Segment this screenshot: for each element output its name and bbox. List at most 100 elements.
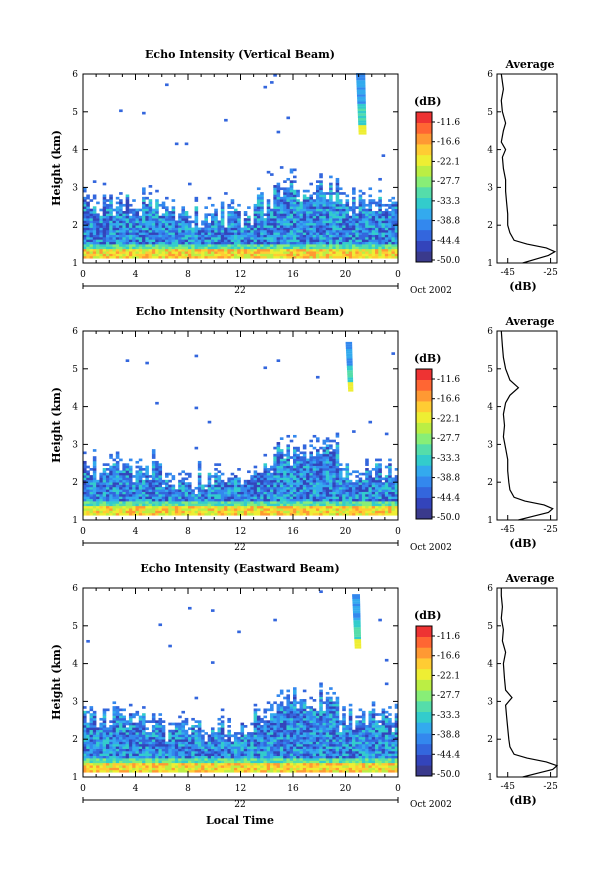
heat-cell: [227, 204, 231, 207]
heat-cell: [83, 232, 87, 235]
heat-cell: [172, 496, 176, 499]
heat-cell: [316, 496, 320, 499]
heat-cell: [382, 216, 386, 219]
heat-cell: [165, 254, 169, 257]
heat-cell: [172, 246, 176, 249]
heat-cell: [162, 487, 166, 490]
heat-cell: [103, 199, 107, 202]
heat-cell: [168, 237, 172, 240]
heat-cell: [126, 249, 130, 252]
heat-cell: [270, 499, 274, 502]
heat-cell: [286, 485, 290, 488]
heat-cell: [122, 508, 126, 511]
heat-cell: [86, 211, 90, 214]
heat-cell: [99, 218, 103, 221]
heat-cell: [385, 242, 389, 245]
heat-cell: [106, 473, 110, 476]
heat-cell: [336, 256, 340, 259]
heat-cell: [145, 506, 149, 509]
heat-cell: [214, 211, 218, 214]
heat-cell: [359, 487, 363, 490]
heat-cell: [273, 223, 277, 226]
heat-cell: [208, 249, 212, 252]
heat-cell: [342, 485, 346, 488]
heat-cell: [270, 513, 274, 516]
heat-cell: [352, 430, 356, 433]
heatmap-area: [83, 590, 398, 772]
heat-cell: [270, 489, 274, 492]
heat-cell: [277, 482, 281, 485]
heat-cell: [309, 202, 313, 205]
heat-cell: [254, 228, 258, 231]
heat-cell: [201, 232, 205, 235]
heat-cell: [352, 230, 356, 233]
colorbar-label: -22.1: [437, 414, 460, 424]
heat-cell: [300, 232, 304, 235]
heat-cell: [241, 228, 245, 231]
heat-cell: [296, 232, 300, 235]
heat-cell: [86, 751, 90, 754]
heat-cell: [234, 242, 238, 245]
heat-cell: [195, 244, 199, 247]
heat-cell: [329, 466, 333, 469]
heat-cell: [149, 480, 153, 483]
heat-cell: [224, 492, 228, 495]
heat-cell: [237, 249, 241, 252]
heat-cell: [260, 251, 264, 254]
heat-cell: [391, 218, 395, 221]
heat-cell: [339, 499, 343, 502]
heat-cell: [221, 508, 225, 511]
heat-cell: [142, 499, 146, 502]
heat-cell: [86, 230, 90, 233]
heat-cell: [293, 468, 297, 471]
heat-cell: [162, 492, 166, 495]
heat-cell: [139, 256, 143, 259]
heat-cell: [109, 768, 113, 771]
heat-cell: [244, 508, 248, 511]
heat-cell: [342, 242, 346, 245]
heat-cell: [375, 223, 379, 226]
heat-cell: [165, 499, 169, 502]
heat-cell: [221, 202, 225, 205]
heat-cell: [352, 187, 356, 190]
heat-cell: [185, 237, 189, 240]
heat-cell: [191, 508, 195, 511]
plume-cell: [347, 370, 353, 372]
heat-cell: [329, 444, 333, 447]
heat-cell: [283, 461, 287, 464]
heat-cell: [270, 468, 274, 471]
heat-cell: [93, 473, 97, 476]
heat-cell: [211, 218, 215, 221]
heat-cell: [152, 209, 156, 212]
heat-cell: [122, 466, 126, 469]
heat-cell: [201, 496, 205, 499]
heat-cell: [86, 235, 90, 238]
heat-cell: [250, 237, 254, 240]
heat-cell: [103, 183, 107, 186]
heat-cell: [290, 501, 294, 504]
heat-cell: [375, 466, 379, 469]
heat-cell: [90, 770, 94, 773]
heat-cell: [211, 475, 215, 478]
heat-cell: [201, 487, 205, 490]
heat-cell: [336, 506, 340, 509]
heat-cell: [277, 199, 281, 202]
heat-cell: [388, 206, 392, 209]
heat-cell: [385, 501, 389, 504]
heat-cell: [129, 765, 133, 768]
heat-cell: [185, 487, 189, 490]
heat-cell: [372, 256, 376, 259]
heat-cell: [365, 220, 369, 223]
heat-cell: [319, 176, 323, 179]
panel-title: Echo Intensity (Northward Beam): [136, 305, 345, 318]
heat-cell: [342, 492, 346, 495]
heat-cell: [316, 480, 320, 483]
heat-cell: [113, 496, 117, 499]
heat-cell: [286, 223, 290, 226]
heat-cell: [352, 197, 356, 200]
heat-cell: [267, 254, 271, 257]
heat-cell: [83, 228, 87, 231]
heat-cell: [303, 199, 307, 202]
heat-cell: [263, 506, 267, 509]
heat-cell: [329, 204, 333, 207]
